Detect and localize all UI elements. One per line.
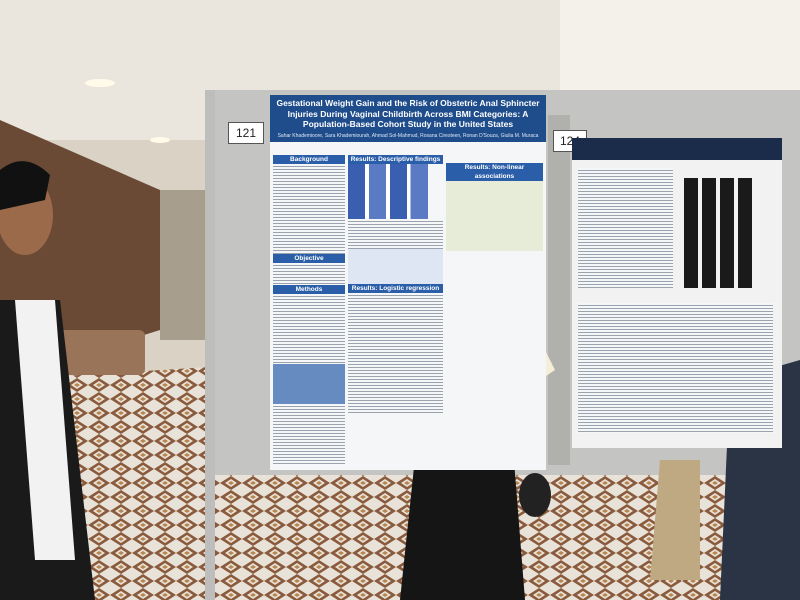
section-body — [273, 164, 345, 254]
column-middle: Results: Descriptive findings Results: L… — [348, 155, 443, 413]
figure — [348, 249, 443, 284]
figure — [348, 164, 443, 219]
man-shirt — [15, 300, 75, 560]
poster-text — [578, 303, 773, 433]
ceiling-light — [150, 137, 170, 143]
section-body — [348, 293, 443, 413]
section-body — [273, 263, 345, 285]
section-header: Results: Non-linear associations — [446, 163, 543, 181]
table — [273, 364, 345, 404]
board-leg — [205, 90, 215, 600]
corridor — [160, 190, 210, 340]
ceiling-light — [85, 79, 115, 87]
poster-title: Gestational Weight Gain and the Risk of … — [270, 95, 546, 133]
column-left: Background Objective Methods — [273, 155, 345, 464]
handbag — [519, 473, 551, 517]
section-header: Methods — [273, 285, 345, 294]
person-legs — [650, 460, 700, 580]
poster-left: Gestational Weight Gain and the Risk of … — [270, 95, 546, 470]
poster-right — [572, 138, 782, 448]
section-body — [273, 294, 345, 364]
column-right: Results: Non-linear associations — [446, 163, 543, 251]
section-header: Objective — [273, 254, 345, 263]
poster-title-bar — [572, 138, 782, 160]
man-hair — [0, 161, 50, 210]
section-body — [273, 404, 345, 464]
board-gap — [548, 115, 570, 465]
figure — [446, 181, 543, 251]
section-body — [348, 219, 443, 249]
section-header: Results: Logistic regression — [348, 284, 443, 293]
sofa — [55, 330, 145, 375]
poster-text — [578, 168, 673, 288]
image-grid — [684, 178, 754, 288]
poster-authors: Sahar Khademioore, Sara Khademiourah, Ah… — [270, 132, 546, 142]
section-header: Results: Descriptive findings — [348, 155, 443, 164]
section-header: Background — [273, 155, 345, 164]
board-number: 121 — [228, 122, 264, 144]
